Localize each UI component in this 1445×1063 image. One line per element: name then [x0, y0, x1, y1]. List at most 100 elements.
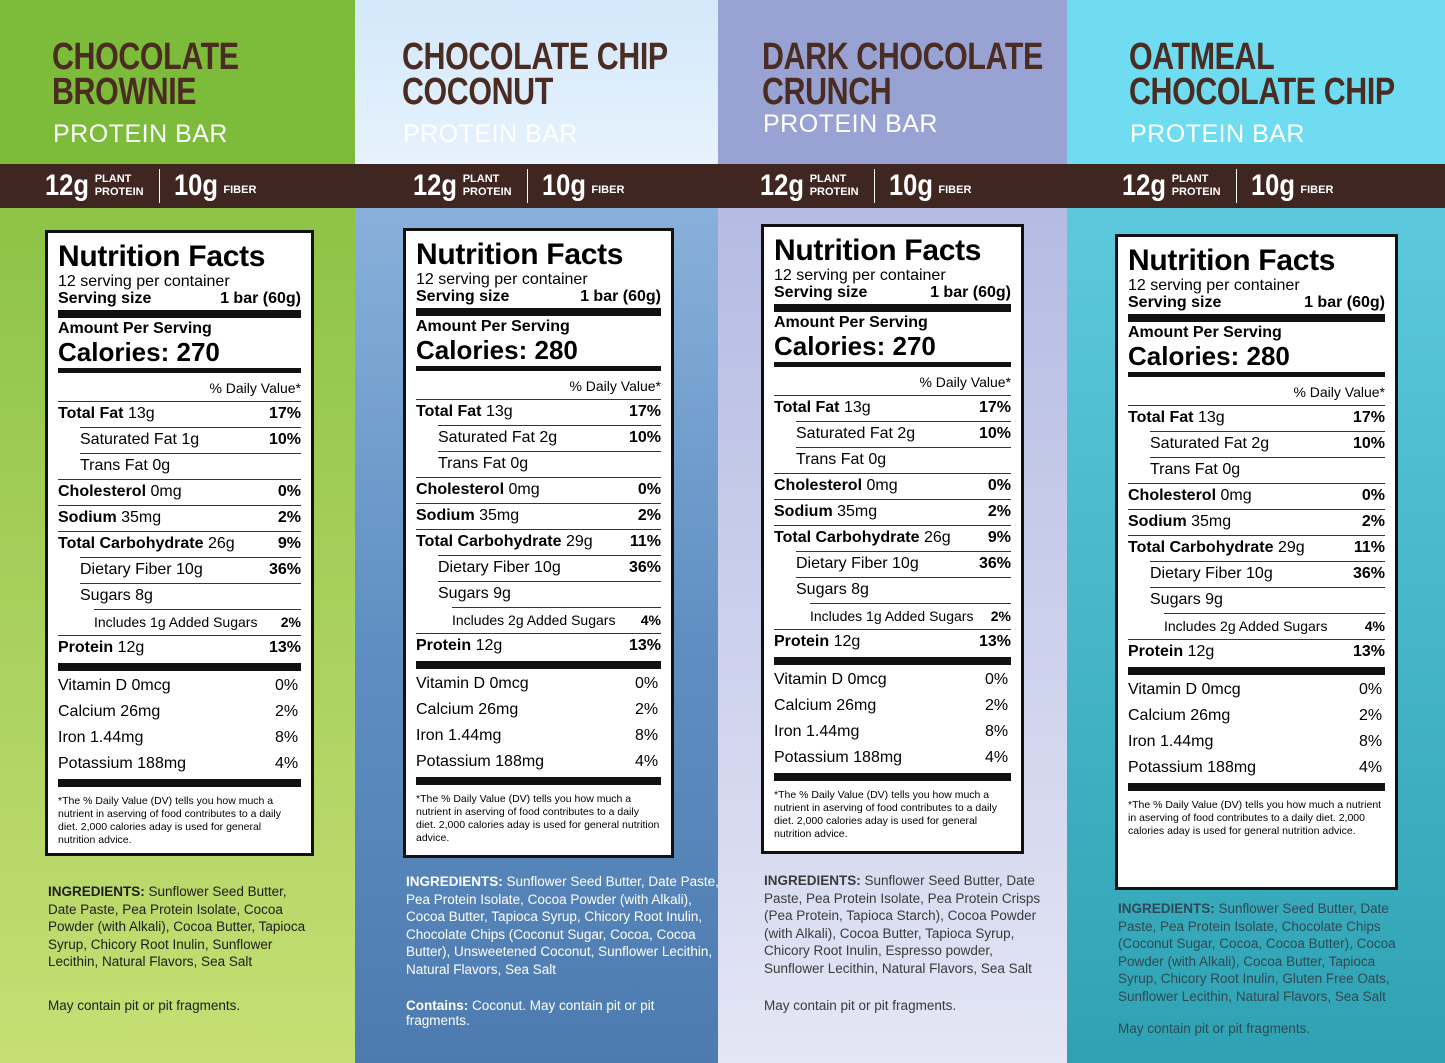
- nutrient-amount: 2g: [897, 425, 916, 442]
- nutrient-name: Sodium: [58, 509, 117, 526]
- calories: Calories: 270: [58, 337, 220, 367]
- footnote: *The % Daily Value (DV) tells you how mu…: [58, 795, 281, 846]
- claims-band: 12g PLANT PROTEIN 10g FIBER: [718, 164, 1067, 208]
- nutrient-amount: 13g: [485, 403, 513, 420]
- nutrient-name: Saturated Fat: [438, 429, 535, 446]
- vitamin-dv: 2%: [635, 701, 659, 718]
- footnote: *The % Daily Value (DV) tells you how mu…: [416, 793, 660, 844]
- nutrient-amount: 10g: [892, 555, 919, 572]
- vitamin-row: Vitamin D 0mcg 0%: [416, 671, 661, 697]
- vitamin-name: Calcium 26mg: [774, 697, 877, 714]
- servings: 12 serving per container: [58, 273, 230, 290]
- servings: 12 serving per container: [774, 267, 946, 284]
- vitamin-row: Potassium 188mg 4%: [1128, 755, 1385, 781]
- title-line: BROWNIE: [52, 71, 197, 113]
- nutrient-name: Total Fat: [416, 403, 482, 420]
- nutrient-name: Dietary Fiber: [1150, 565, 1242, 582]
- vitamin-dv: 0%: [635, 675, 659, 692]
- claim-amount: 10g: [1250, 169, 1295, 202]
- rule: [416, 366, 661, 371]
- nutrient-name: Protein: [774, 633, 830, 650]
- facts-heading: Nutrition Facts: [1128, 244, 1336, 277]
- nutrient-name: Includes 2g Added Sugars: [1164, 618, 1328, 634]
- nutrient-row: Cholesterol 0mg 0%: [774, 473, 1011, 499]
- nutrient-amount: 35mg: [1191, 513, 1232, 530]
- nutrient-name: Includes 1g Added Sugars: [94, 614, 258, 630]
- serving-size-label: Serving size: [58, 290, 152, 307]
- rule: [1128, 314, 1385, 322]
- vitamin-dv: 4%: [635, 753, 659, 770]
- nutrient-name: Saturated Fat: [80, 431, 177, 448]
- panel-header: [0, 0, 355, 164]
- dv-header: % Daily Value*: [1293, 384, 1385, 400]
- nutrient-dv: 10%: [1352, 435, 1385, 452]
- nutrient-amount: 35mg: [837, 503, 878, 520]
- dv-header: % Daily Value*: [569, 378, 661, 394]
- nutrient-amount: 2g: [539, 429, 558, 446]
- vitamin-name: Potassium 188mg: [416, 753, 545, 770]
- nutrient-amount: 0g: [868, 451, 887, 468]
- nutrient-row: Sugars 8g: [80, 583, 301, 609]
- vitamin-name: Iron 1.44mg: [1128, 733, 1214, 750]
- panel-header: [718, 0, 1067, 164]
- serving-size-value: 1 bar (60g): [1304, 294, 1385, 311]
- calories: Calories: 280: [416, 335, 578, 365]
- nutrient-name: Cholesterol: [774, 477, 863, 494]
- nutrient-dv: 9%: [277, 535, 301, 552]
- claim-label: FIBER: [1300, 183, 1334, 196]
- nutrient: Dietary Fiber 10g: [80, 558, 203, 583]
- nutrient-row: Sodium 35mg 2%: [1128, 509, 1385, 535]
- nutrient: Includes 2g Added Sugars: [1164, 614, 1327, 639]
- rule: [774, 657, 1011, 665]
- serving-size-label: Serving size: [416, 288, 510, 305]
- nutrient-amount: 12g: [117, 639, 145, 656]
- nutrient: Dietary Fiber 10g: [1150, 562, 1273, 587]
- nutrient: Total Carbohydrate 29g: [416, 530, 593, 555]
- nutrient-amount: 10g: [1246, 565, 1273, 582]
- title-line: DARK CHOCOLATE: [762, 36, 1043, 78]
- claim-label: FIBER: [591, 183, 625, 196]
- nutrient-name: Trans Fat: [1150, 461, 1218, 478]
- servings: 12 serving per container: [416, 271, 588, 288]
- vitamin-dv: 2%: [985, 697, 1009, 714]
- vitamin-name: Potassium 188mg: [58, 755, 187, 772]
- nutrient: Cholesterol 0mg: [774, 474, 898, 499]
- claim-amount: 12g: [760, 169, 804, 202]
- nutrient-dv: 17%: [978, 399, 1011, 416]
- serving-size-value: 1 bar (60g): [220, 290, 301, 307]
- nutrient-name: Total Fat: [58, 405, 124, 422]
- nutrient-amount: 9g: [1205, 591, 1223, 608]
- nutrient-row: Protein 12g 13%: [774, 629, 1011, 655]
- nutrient: Total Fat 13g: [416, 400, 513, 425]
- claims-band: 12g PLANT PROTEIN 10g FIBER: [355, 164, 718, 208]
- vitamin-name: Calcium 26mg: [58, 703, 161, 720]
- nutrient-row: Protein 12g 13%: [1128, 639, 1385, 665]
- nutrient-amount: 0g: [1222, 461, 1241, 478]
- nutrient-name: Dietary Fiber: [796, 555, 888, 572]
- nutrient-name: Total Carbohydrate: [58, 535, 204, 552]
- nutrient: Trans Fat 0g: [796, 448, 886, 473]
- nutrient-name: Cholesterol: [1128, 487, 1217, 504]
- nutrient-row: Sodium 35mg 2%: [774, 499, 1011, 525]
- nutrient-name: Total Carbohydrate: [1128, 539, 1274, 556]
- claim-label: PLANT PROTEIN: [809, 173, 859, 198]
- nutrient-name: Sugars: [80, 587, 131, 604]
- nutrient-row: Sugars 9g: [438, 581, 661, 607]
- nutrient-dv: 0%: [637, 481, 661, 498]
- nutrient: Dietary Fiber 10g: [796, 552, 919, 577]
- nutrient-dv: 10%: [628, 429, 661, 446]
- nutrient-amount: 0mg: [508, 481, 540, 498]
- nutrient: Total Carbohydrate 26g: [774, 526, 951, 551]
- nutrient-amount: 0g: [152, 457, 171, 474]
- nutrient-name: Protein: [58, 639, 114, 656]
- vitamin-dv: 0%: [985, 671, 1009, 688]
- nutrient-amount: 12g: [1187, 643, 1215, 660]
- nutrient: Saturated Fat 2g: [796, 422, 915, 447]
- nutrient-row: Includes 1g Added Sugars 2%: [810, 603, 1011, 629]
- nutrient-name: Saturated Fat: [796, 425, 893, 442]
- nutrient: Sugars 8g: [796, 578, 869, 603]
- vitamin-dv: 2%: [275, 703, 299, 720]
- nutrient: Protein 12g: [416, 634, 502, 659]
- vitamin-row: Potassium 188mg 4%: [416, 749, 661, 775]
- nutrient-amount: 29g: [565, 533, 593, 550]
